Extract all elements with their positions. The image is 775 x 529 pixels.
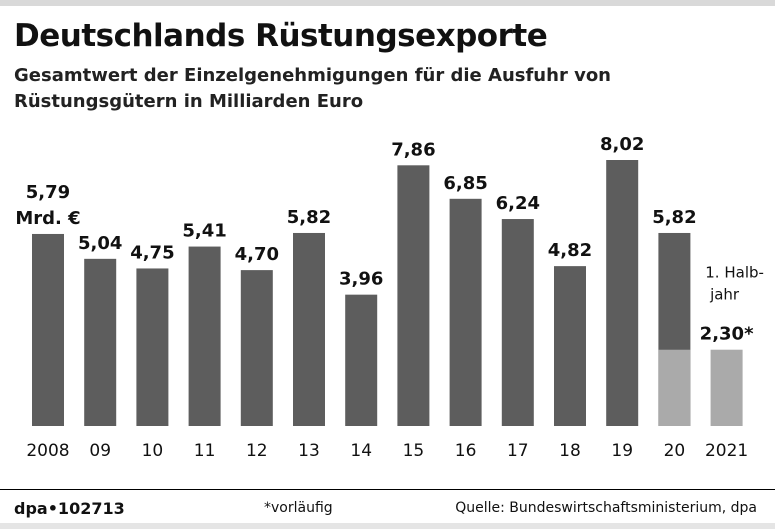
bar-20-half-year-segment [658,349,691,426]
tick-label-13: 13 [298,441,320,461]
agency-id: dpa•102713 [14,499,125,518]
bar-chart: 5,79 Mrd. € 2008 5,04 09 4,75 10 5,41 11 4,70 12 5,… [15,134,764,461]
footnote: *vorläufig [264,500,333,516]
tick-label-19: 19 [611,441,633,461]
bar-12 [240,270,273,426]
tick-label-2021: 2021 [705,441,748,461]
value-label-09: 5,04 [78,233,122,254]
bar-13 [293,232,325,426]
tick-label-12: 12 [246,441,268,461]
value-label-11: 5,41 [182,221,226,242]
bar-09 [84,258,117,426]
bar-15 [397,165,430,426]
bar-14 [345,294,378,426]
bar-10 [136,268,169,426]
value-label-19: 8,02 [600,134,644,155]
value-label-20: 5,82 [652,207,696,228]
value-label-12: 4,70 [235,244,279,265]
value-label-16: 6,85 [443,173,487,194]
tick-label-17: 17 [507,441,529,461]
value-label-2021: 2,30* [700,324,754,345]
tick-label-20: 20 [664,441,686,461]
bar-2021 [710,349,743,426]
tick-label-2008: 2008 [26,441,69,461]
chart-title: Deutschlands Rüstungsexporte [14,18,548,54]
bar-16 [449,198,482,426]
bar-19 [606,160,639,426]
half-year-note-line2: jahr [709,286,740,304]
source-note: Quelle: Bundeswirtschaftsministerium, dp… [455,500,757,516]
value-label-10: 4,75 [130,242,174,263]
top-divider [0,0,775,6]
value-label-17: 6,24 [496,193,540,214]
half-year-note: 1. Halb- [705,264,764,282]
tick-label-11: 11 [194,441,216,461]
value-label-18: 4,82 [548,240,592,261]
footer-divider [0,489,775,490]
bar-2008 [32,233,64,426]
value-label-15: 7,86 [391,139,435,160]
tick-label-10: 10 [142,441,164,461]
tick-label-09: 09 [89,441,111,461]
bottom-divider [0,523,775,529]
value-label-2008: 5,79 [26,182,70,203]
unit-label: Mrd. € [15,208,80,229]
value-label-14: 3,96 [339,269,383,290]
tick-label-14: 14 [350,441,372,461]
chart-subtitle: Gesamtwert der Einzelgenehmigungen für d… [14,65,611,112]
tick-label-15: 15 [403,441,425,461]
tick-label-16: 16 [455,441,477,461]
bar-17 [501,219,534,426]
bar-18 [554,266,586,426]
bar-11 [188,246,221,426]
tick-label-18: 18 [559,441,581,461]
value-label-13: 5,82 [287,207,331,228]
